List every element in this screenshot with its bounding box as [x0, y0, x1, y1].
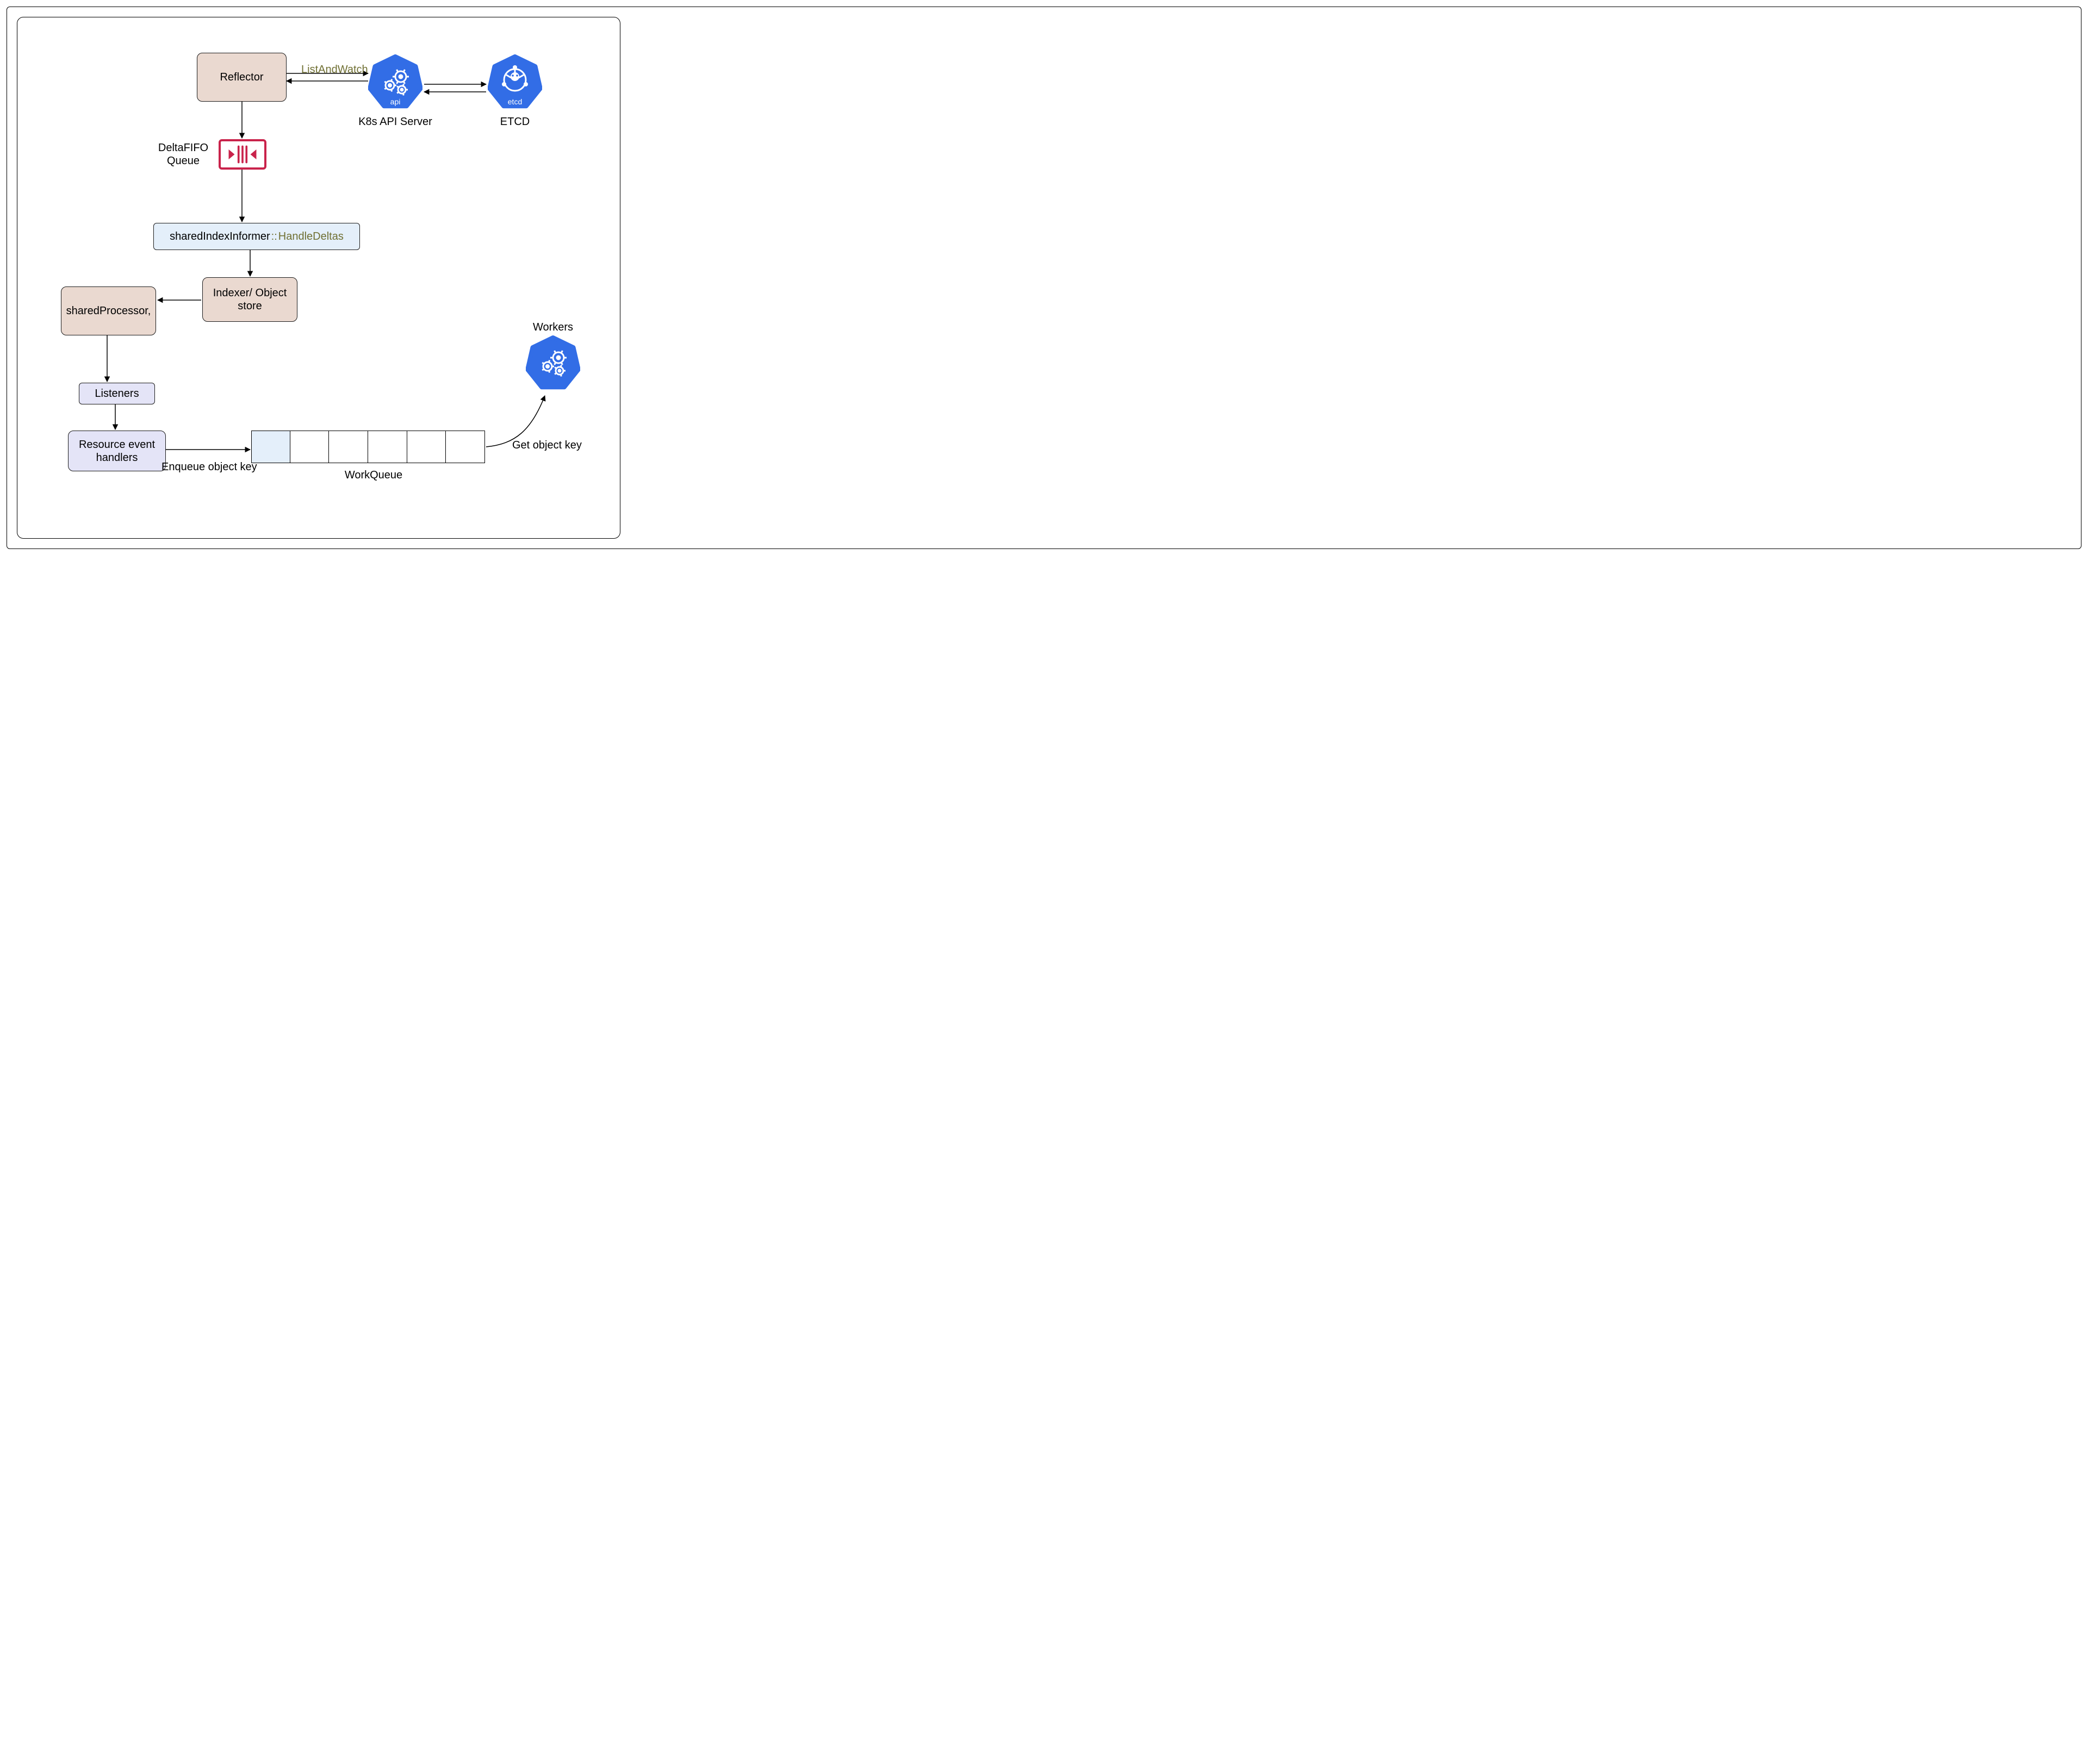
workqueue-cell [329, 431, 368, 463]
shared-processor-label: sharedProcessor, [66, 304, 151, 317]
edge-label: ListAndWatch [301, 63, 368, 76]
api-server-label: K8s API Server [352, 115, 439, 128]
indexer-node: Indexer/ Object store [202, 277, 297, 322]
workqueue-cell [368, 431, 407, 463]
workqueue-cell [290, 431, 330, 463]
shared-index-informer-node: sharedIndexInformer :: HandleDeltas [153, 223, 360, 250]
shared-processor-node: sharedProcessor, [61, 286, 156, 335]
workqueue-cell [446, 431, 485, 463]
reflector-node: Reflector [197, 53, 287, 102]
listeners-label: Listeners [95, 387, 139, 400]
etcd-icon: etcd [488, 53, 542, 113]
sii-label-b: HandleDeltas [278, 230, 344, 243]
workers-icon [526, 334, 580, 394]
svg-text:api: api [390, 97, 401, 106]
workqueue-label: WorkQueue [335, 469, 412, 482]
listeners-node: Listeners [79, 383, 155, 404]
edge-label: Enqueue object key [161, 460, 257, 473]
resource-event-handlers-label: Resource event handlers [73, 438, 161, 464]
etcd-label: ETCD [471, 115, 558, 128]
reflector-label: Reflector [220, 71, 263, 84]
sii-label-sep: :: [270, 230, 278, 243]
diagram-canvas: Reflector api K8s API Server etcd [17, 17, 620, 539]
sii-label-a: sharedIndexInformer [170, 230, 270, 243]
edge-label: Get object key [512, 439, 582, 452]
svg-text:etcd: etcd [508, 97, 522, 106]
api-server-icon: api [368, 53, 422, 113]
workqueue-cell [407, 431, 446, 463]
outer-frame: Reflector api K8s API Server etcd [7, 7, 2081, 549]
delta-fifo-label: DeltaFIFO Queue [151, 141, 216, 167]
resource-event-handlers-node: Resource event handlers [68, 431, 166, 471]
delta-fifo-queue-icon [219, 139, 266, 170]
workqueue-cells [251, 431, 485, 463]
workers-label: Workers [515, 321, 591, 334]
indexer-label: Indexer/ Object store [209, 286, 290, 313]
workqueue-cell [251, 431, 290, 463]
